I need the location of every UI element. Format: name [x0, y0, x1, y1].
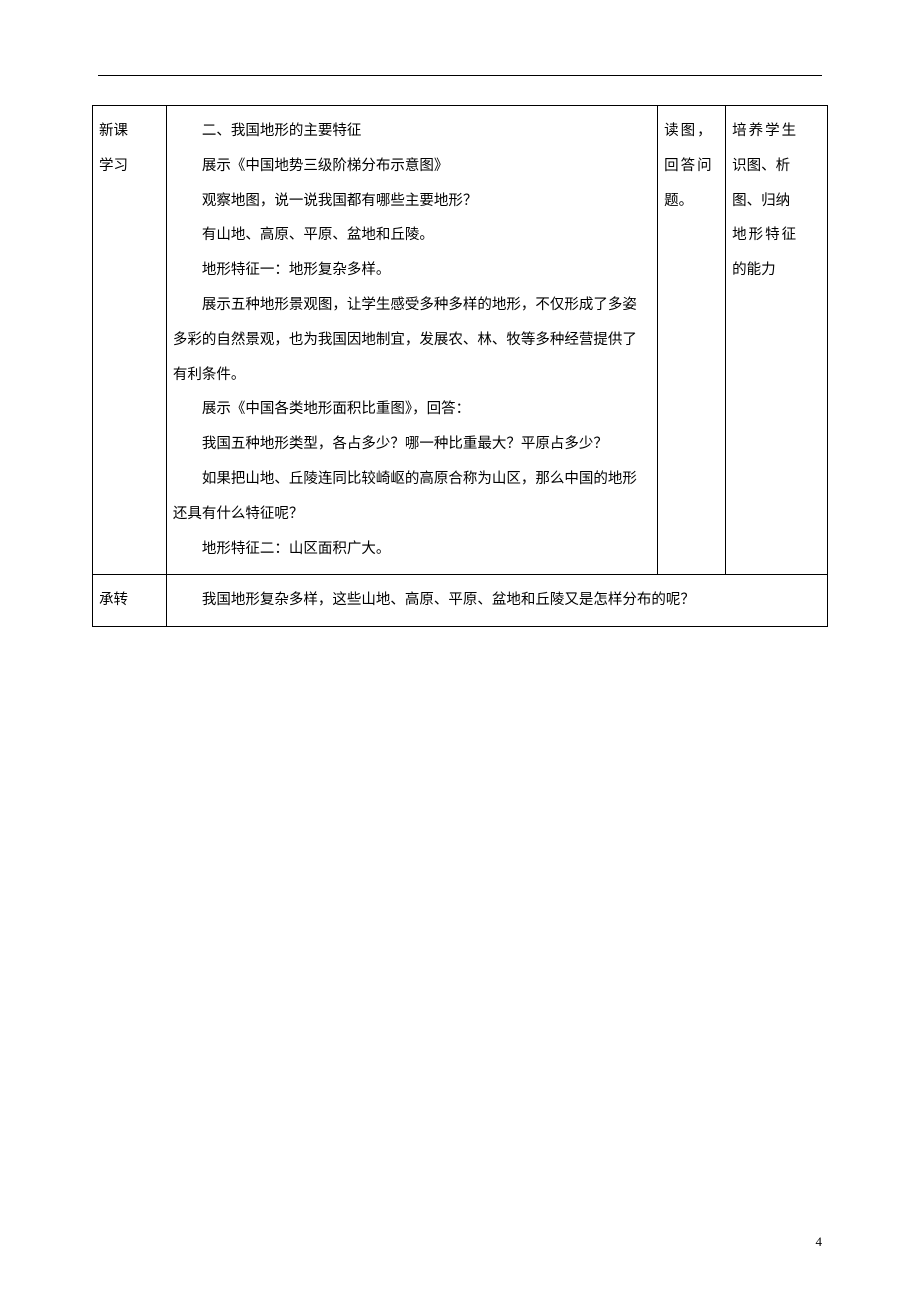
stage-label: 新课 [99, 114, 160, 149]
table-row: 承转 我国地形复杂多样，这些山地、高原、平原、盆地和丘陵又是怎样分布的呢？ [93, 575, 828, 627]
lesson-stage-cell: 承转 [93, 575, 167, 627]
activity-text: 读图， [664, 114, 719, 149]
transition-content-cell: 我国地形复杂多样，这些山地、高原、平原、盆地和丘陵又是怎样分布的呢？ [166, 575, 827, 627]
goal-text: 地形特征 [732, 218, 821, 253]
activity-text: 回答问 [664, 149, 719, 184]
content-paragraph: 观察地图，说一说我国都有哪些主要地形？ [173, 184, 651, 219]
header-rule-line [98, 75, 822, 76]
lesson-plan-table: 新课 学习 二、我国地形的主要特征 展示《中国地势三级阶梯分布示意图》 观察地图… [92, 105, 828, 627]
goal-text: 的能力 [732, 253, 821, 288]
content-paragraph: 有山地、高原、平原、盆地和丘陵。 [173, 218, 651, 253]
content-text: 如果把山地、丘陵连同比较崎岖的高原合称为山区，那么中国的地形还具有什么特征呢？ [173, 471, 637, 522]
content-heading: 二、我国地形的主要特征 [173, 114, 651, 149]
page-number: 4 [816, 1234, 823, 1250]
content-paragraph: 我国五种地形类型，各占多少？哪一种比重最大？平原占多少？ [173, 427, 651, 462]
teaching-content-cell: 二、我国地形的主要特征 展示《中国地势三级阶梯分布示意图》 观察地图，说一说我国… [166, 106, 657, 575]
content-paragraph: 展示五种地形景观图，让学生感受多种多样的地形，不仅形成了多姿多彩的自然景观，也为… [173, 288, 651, 392]
content-paragraph: 地形特征一：地形复杂多样。 [173, 253, 651, 288]
goal-text: 图、归纳 [732, 184, 821, 219]
activity-text: 题。 [664, 184, 719, 219]
content-paragraph: 展示《中国地势三级阶梯分布示意图》 [173, 149, 651, 184]
stage-label: 承转 [99, 583, 160, 618]
lesson-stage-cell: 新课 学习 [93, 106, 167, 575]
content-paragraph: 展示《中国各类地形面积比重图》，回答： [173, 392, 651, 427]
goal-text: 培养学生 [732, 114, 821, 149]
content-text: 展示五种地形景观图，让学生感受多种多样的地形，不仅形成了多姿多彩的自然景观，也为… [173, 297, 637, 383]
goal-text: 识图、析 [732, 149, 821, 184]
content-paragraph: 地形特征二：山区面积广大。 [173, 532, 651, 567]
student-activity-cell: 读图， 回答问 题。 [658, 106, 726, 575]
table-row: 新课 学习 二、我国地形的主要特征 展示《中国地势三级阶梯分布示意图》 观察地图… [93, 106, 828, 575]
teaching-goal-cell: 培养学生 识图、析 图、归纳 地形特征 的能力 [726, 106, 828, 575]
content-paragraph: 我国地形复杂多样，这些山地、高原、平原、盆地和丘陵又是怎样分布的呢？ [173, 583, 821, 618]
stage-label: 学习 [99, 149, 160, 184]
content-paragraph: 如果把山地、丘陵连同比较崎岖的高原合称为山区，那么中国的地形还具有什么特征呢？ [173, 462, 651, 532]
